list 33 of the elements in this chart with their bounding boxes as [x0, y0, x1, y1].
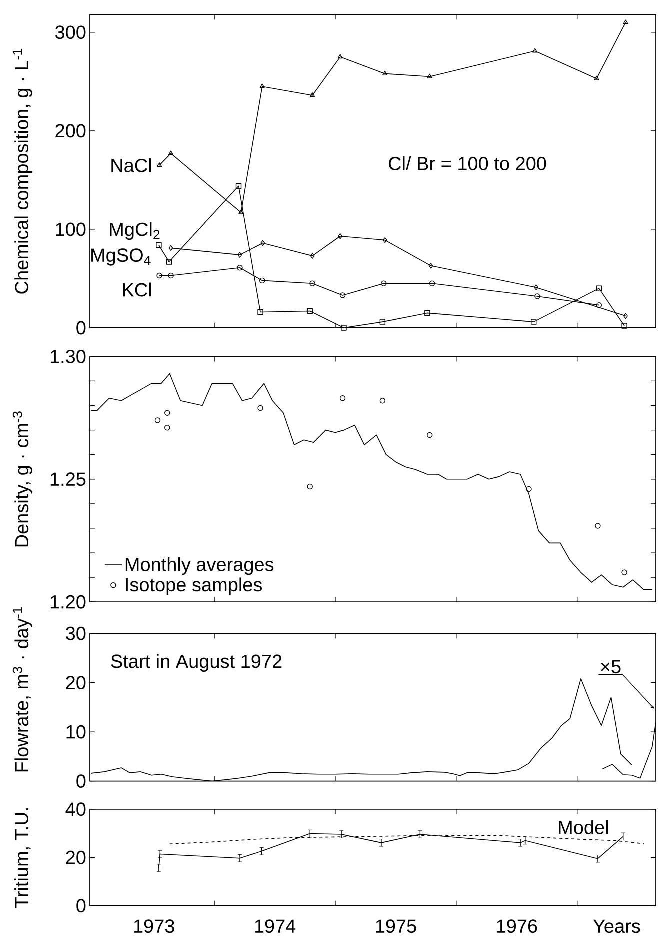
legend-label: Monthly averages — [126, 557, 274, 576]
series-label: NaCl — [112, 158, 152, 172]
x-tick-label: 1973 — [134, 920, 174, 934]
y-axis-title: Tritium, T.U. — [14, 808, 31, 908]
series-label: MgSO$_{4}$ — [92, 248, 151, 266]
x-axis-title: Years — [593, 920, 640, 934]
annotation: ×5 — [601, 660, 621, 674]
y-tick-label: 10 — [66, 725, 86, 739]
y-tick-label: 20 — [66, 850, 86, 864]
y-tick-label: 30 — [66, 626, 86, 640]
x-tick-label: 1976 — [497, 920, 538, 934]
y-tick-label: 100 — [56, 222, 86, 236]
y-tick-label: 1.30 — [50, 350, 86, 364]
y-tick-label: 0 — [76, 321, 86, 335]
series-label: KCl — [123, 282, 152, 297]
annotation: Start in August 1972 — [111, 654, 282, 672]
y-tick-label: 40 — [66, 802, 86, 816]
x-tick-label: 1974 — [255, 920, 296, 934]
y-tick-label: 0 — [76, 774, 86, 788]
y-tick-label: 20 — [66, 676, 86, 690]
y-tick-label: 200 — [56, 124, 86, 138]
y-tick-label: 1.20 — [50, 595, 86, 609]
y-axis-title: Flowrate, m$^{3}$ · day$^{-1}$ — [12, 607, 32, 772]
y-axis-title: Chemical composition, g · L$^{-1}$ — [12, 49, 32, 294]
legend-label: Model — [559, 820, 608, 834]
legend-label: Isotope samples — [126, 578, 262, 596]
y-tick-label: 300 — [55, 26, 86, 40]
y-tick-label: 0 — [76, 899, 86, 913]
annotation: Cl/ Br = 100 to 200 — [389, 156, 546, 170]
legend-label: MgCl$_{2}$ — [110, 222, 160, 240]
y-tick-label: 1.25 — [50, 472, 86, 486]
y-axis-title: Density, g · cm$^{-3}$ — [12, 412, 32, 547]
x-tick-label: 1975 — [376, 920, 416, 934]
